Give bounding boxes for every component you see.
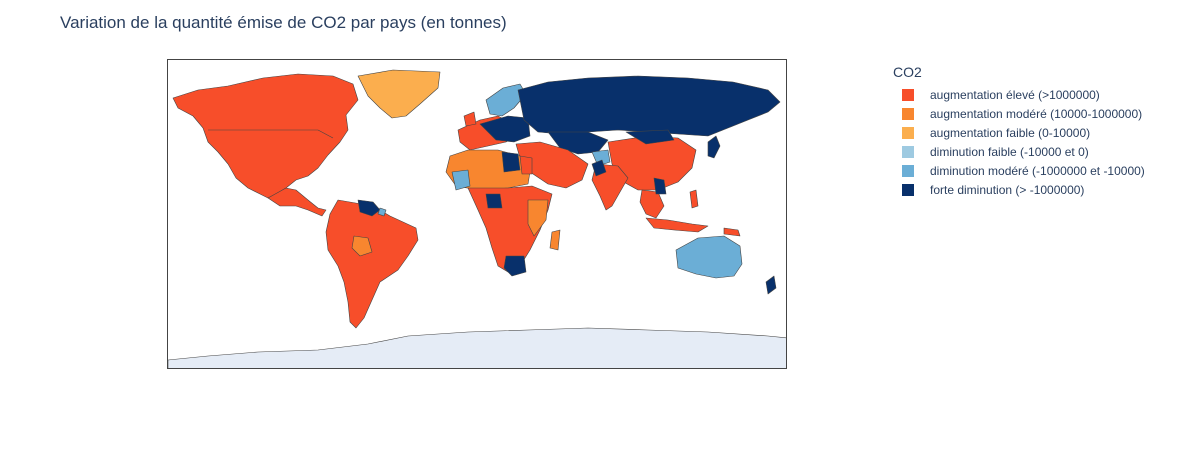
region-png[interactable] — [723, 227, 741, 237]
world-map-svg — [168, 69, 787, 369]
region-egypt[interactable] — [519, 155, 533, 175]
region-south-africa[interactable] — [503, 255, 527, 277]
legend-item[interactable]: augmentation modéré (10000-1000000) — [893, 104, 1145, 123]
region-russia[interactable] — [517, 75, 781, 137]
region-madagascar[interactable] — [549, 229, 561, 251]
region-bolivia[interactable] — [351, 235, 373, 257]
legend-label: augmentation modéré (10000-1000000) — [930, 106, 1143, 121]
legend-item[interactable]: diminution modéré (-1000000 et -10000) — [893, 161, 1145, 180]
region-mongolia[interactable] — [625, 129, 675, 145]
legend-label: diminution faible (-10000 et 0) — [930, 144, 1089, 159]
region-antarctica[interactable] — [168, 327, 787, 369]
legend-item[interactable]: augmentation élevé (>1000000) — [893, 85, 1145, 104]
legend-item[interactable]: augmentation faible (0-10000) — [893, 123, 1145, 142]
world-map[interactable] — [167, 59, 787, 369]
region-south-america[interactable] — [325, 199, 419, 329]
legend-swatch — [902, 107, 914, 120]
region-philippines[interactable] — [689, 189, 699, 209]
region-venezuela[interactable] — [357, 199, 381, 217]
legend: CO2 augmentation élevé (>1000000) augment… — [893, 64, 1145, 199]
region-japan[interactable] — [707, 135, 721, 159]
legend-item[interactable]: diminution faible (-10000 et 0) — [893, 142, 1145, 161]
legend-swatch — [902, 145, 914, 158]
region-west-africa[interactable] — [451, 169, 471, 191]
legend-title: CO2 — [893, 64, 922, 80]
legend-swatch — [902, 164, 914, 177]
region-uk[interactable] — [463, 111, 477, 127]
region-nigeria[interactable] — [485, 193, 503, 209]
region-new-zealand[interactable] — [765, 275, 777, 295]
legend-label: augmentation faible (0-10000) — [930, 125, 1091, 140]
region-greenland[interactable] — [357, 69, 441, 119]
region-indonesia[interactable] — [645, 217, 709, 233]
region-east-africa[interactable] — [527, 199, 549, 237]
region-guyana[interactable] — [377, 207, 387, 217]
region-north-america[interactable] — [172, 73, 359, 199]
legend-label: forte diminution (> -1000000) — [930, 182, 1085, 197]
region-india[interactable] — [591, 163, 629, 211]
region-central-america[interactable] — [267, 187, 327, 217]
legend-swatch — [902, 88, 914, 101]
region-libya[interactable] — [501, 151, 521, 173]
region-us-canada-border — [208, 129, 334, 139]
legend-swatch — [902, 183, 914, 196]
chart-title: Variation de la quantité émise de CO2 pa… — [60, 13, 507, 32]
legend-item[interactable]: forte diminution (> -1000000) — [893, 180, 1145, 199]
region-eastern-europe[interactable] — [479, 115, 531, 143]
region-australia[interactable] — [675, 235, 743, 279]
legend-label: augmentation élevé (>1000000) — [930, 87, 1100, 102]
legend-label: diminution modéré (-1000000 et -10000) — [930, 163, 1145, 178]
legend-swatch — [902, 126, 914, 139]
region-pakistan[interactable] — [591, 159, 607, 177]
region-indochina[interactable] — [653, 177, 667, 195]
